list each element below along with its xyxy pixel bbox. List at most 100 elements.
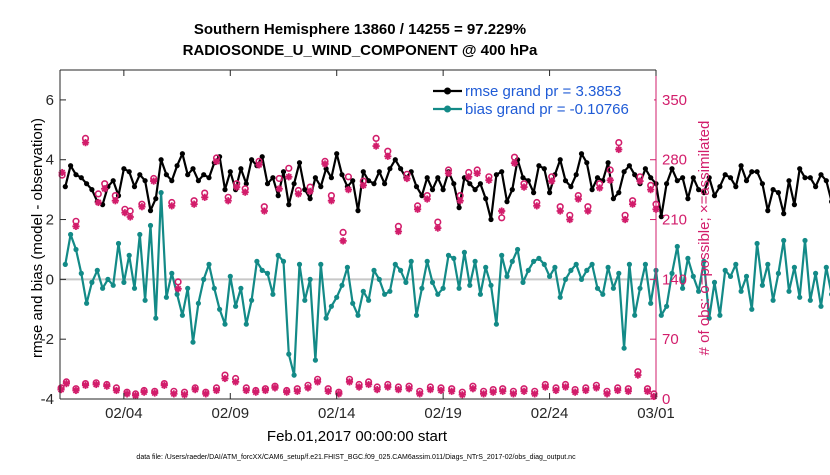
obs-possible-marker: [94, 190, 102, 198]
series-point-bias: [413, 312, 420, 318]
obs-assimilated-marker: [224, 197, 232, 205]
obs-assimilated-marker: [131, 391, 140, 400]
obs-assimilated-stroke: [123, 390, 131, 398]
series-point-bias: [339, 282, 345, 288]
obs-assimilated-stroke: [445, 170, 452, 177]
obs-assimilated-marker: [168, 202, 176, 210]
obs-assimilated-stroke: [202, 390, 209, 398]
obs-assimilated-stroke: [252, 389, 259, 396]
obs-assimilated-marker: [566, 215, 574, 224]
series-point-bias: [717, 312, 723, 318]
series-point-rmse: [823, 178, 829, 184]
obs-assimilated-stroke: [480, 390, 487, 398]
series-point-rmse: [642, 166, 649, 172]
obs-assimilated-marker: [140, 388, 148, 396]
series-point-bias: [73, 246, 79, 253]
obs-assimilated-marker: [252, 388, 260, 396]
series-point-bias: [243, 321, 249, 327]
series-point-rmse: [690, 175, 696, 181]
series-point-rmse: [504, 199, 510, 205]
obs-assimilated-stroke: [276, 185, 283, 192]
obs-assimilated-stroke: [625, 388, 632, 395]
obs-assimilated-stroke: [542, 383, 549, 391]
obs-assimilated-stroke: [132, 392, 139, 399]
series-point-rmse: [243, 181, 249, 187]
obs-assimilated-marker: [221, 374, 229, 383]
obs-assimilated-stroke: [629, 201, 636, 208]
series-point-rmse: [467, 181, 473, 187]
series-point-bias: [323, 315, 329, 321]
series-point-bias: [520, 279, 526, 285]
y-tick-label-right: 350: [662, 92, 687, 109]
obs-assimilated-stroke: [261, 207, 268, 215]
series-point-rmse: [451, 181, 457, 187]
series-point-bias: [685, 255, 691, 261]
y-tick-label-left: -4: [41, 391, 54, 408]
obs-assimilated-marker: [255, 161, 263, 169]
series-point-bias: [637, 285, 643, 291]
obs-assimilated-stroke: [548, 177, 555, 185]
series-point-rmse: [626, 163, 633, 169]
obs-assimilated-marker: [180, 391, 189, 399]
obs-assimilated-stroke: [557, 207, 564, 215]
y-axis-label-right: # of obs: o=possible; ×=assimilated: [696, 121, 713, 356]
series-point-rmse: [706, 175, 712, 181]
obs-assimilated-marker: [174, 285, 182, 293]
series-point-bias: [813, 270, 819, 276]
series-point-rmse: [562, 178, 569, 184]
series-point-bias: [318, 261, 324, 267]
obs-assimilated-stroke: [424, 195, 431, 203]
series-point-bias: [105, 276, 111, 282]
series-point-rmse: [238, 166, 244, 172]
series-point-rmse: [584, 160, 590, 166]
series-point-bias: [185, 285, 191, 291]
obs-assimilated-stroke: [285, 173, 292, 180]
series-point-bias: [68, 231, 74, 238]
series-point-rmse: [696, 187, 702, 193]
series-point-bias: [781, 237, 787, 244]
series-point-rmse: [291, 181, 297, 187]
obs-assimilated-marker: [233, 183, 241, 191]
series-point-rmse: [328, 175, 334, 181]
series-point-bias: [376, 276, 382, 282]
obs-assimilated-stroke: [647, 186, 654, 193]
obs-assimilated-stroke: [457, 197, 464, 204]
obs-assimilated-stroke: [465, 173, 472, 180]
series-point-rmse: [419, 193, 425, 199]
series-point-bias: [382, 291, 388, 297]
series-point-bias: [674, 243, 680, 250]
obs-assimilated-stroke: [170, 390, 178, 398]
obs-assimilated-marker: [509, 390, 517, 398]
obs-assimilated-stroke: [295, 190, 302, 198]
obs-assimilated-marker: [541, 383, 549, 391]
series-point-bias: [738, 288, 744, 294]
series-point-rmse: [818, 172, 824, 178]
chart-title-line1: Southern Hemisphere 13860 / 14255 = 97.2…: [194, 21, 526, 38]
series-point-bias: [680, 285, 686, 291]
series-point-rmse: [142, 178, 148, 184]
obs-assimilated-stroke: [636, 177, 644, 185]
series-point-bias: [147, 222, 154, 229]
series-point-bias: [445, 252, 452, 258]
obs-assimilated-marker: [405, 385, 413, 393]
series-point-bias: [254, 258, 260, 264]
series-point-rmse: [392, 157, 398, 163]
series-point-bias: [488, 282, 494, 288]
series-point-bias: [589, 261, 595, 267]
obs-assimilated-marker: [72, 222, 80, 230]
series-point-bias: [131, 285, 138, 291]
obs-assimilated-marker: [94, 198, 102, 207]
obs-assimilated-stroke: [372, 142, 380, 150]
series-line-bias: [64, 191, 830, 377]
obs-assimilated-stroke: [395, 228, 402, 235]
series-point-bias: [302, 297, 308, 303]
series-point-rmse: [275, 193, 281, 199]
series-point-rmse: [674, 178, 680, 184]
series-point-rmse: [222, 187, 228, 193]
series-point-bias: [360, 288, 366, 294]
obs-assimilated-stroke: [384, 383, 391, 391]
obs-possible-marker: [275, 174, 283, 183]
series-point-rmse: [73, 172, 79, 178]
series-point-rmse: [807, 175, 813, 181]
obs-assimilated-marker: [636, 177, 644, 185]
